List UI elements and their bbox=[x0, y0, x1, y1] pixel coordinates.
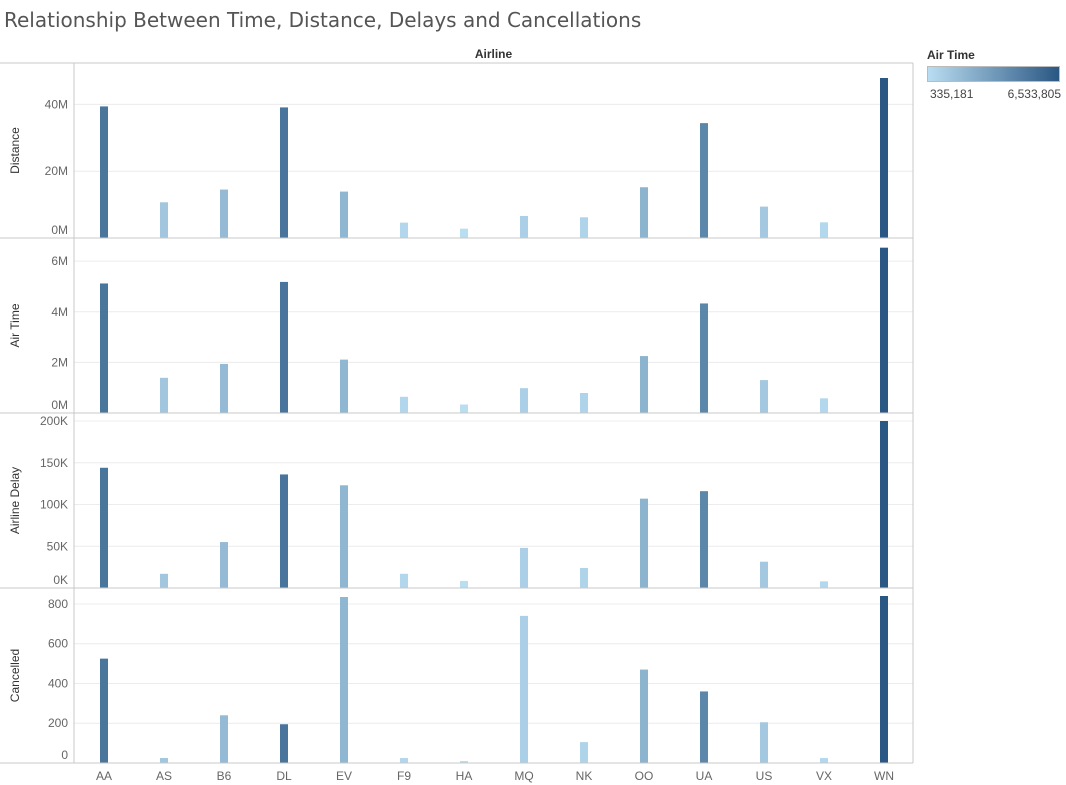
bar-f9 bbox=[400, 396, 408, 413]
x-tick-label: WN bbox=[874, 769, 894, 783]
bar-ha bbox=[460, 580, 468, 588]
bar-ev bbox=[340, 359, 348, 413]
bar-ha bbox=[460, 228, 468, 238]
bar-ua bbox=[700, 491, 708, 588]
bar-vx bbox=[820, 758, 828, 763]
y-tick-label: 0M bbox=[51, 398, 68, 412]
y-tick-label: 150K bbox=[40, 456, 68, 470]
bar-as bbox=[160, 202, 168, 238]
x-tick-label: AS bbox=[156, 769, 172, 783]
bar-dl bbox=[280, 474, 288, 588]
y-tick-label: 600 bbox=[48, 637, 68, 651]
bar-us bbox=[760, 561, 768, 588]
bar-f9 bbox=[400, 573, 408, 588]
bar-vx bbox=[820, 222, 828, 238]
bar-f9 bbox=[400, 222, 408, 238]
y-axis-title: Distance bbox=[8, 127, 22, 174]
bar-us bbox=[760, 722, 768, 763]
bar-b6 bbox=[220, 189, 228, 238]
bar-b6 bbox=[220, 542, 228, 588]
bar-oo bbox=[640, 498, 648, 588]
bar-ha bbox=[460, 761, 468, 763]
x-tick-label: US bbox=[756, 769, 773, 783]
y-tick-label: 0 bbox=[61, 748, 68, 762]
legend-max-label: 6,533,805 bbox=[1007, 87, 1061, 101]
bar-mq bbox=[520, 547, 528, 588]
bar-nk bbox=[580, 393, 588, 413]
legend-color-ramp bbox=[927, 66, 1060, 82]
bar-aa bbox=[100, 106, 108, 239]
y-axis-title: Air Time bbox=[8, 303, 22, 347]
x-tick-label: AA bbox=[96, 769, 112, 783]
bar-ev bbox=[340, 596, 348, 763]
bar-vx bbox=[820, 581, 828, 588]
bar-oo bbox=[640, 669, 648, 763]
bar-aa bbox=[100, 658, 108, 763]
color-legend: Air Time 335,181 6,533,805 bbox=[927, 48, 1063, 103]
y-tick-label: 0K bbox=[53, 573, 68, 587]
bar-b6 bbox=[220, 363, 228, 413]
y-tick-label: 200K bbox=[40, 414, 68, 428]
bar-ev bbox=[340, 191, 348, 238]
bar-vx bbox=[820, 398, 828, 413]
x-tick-label: HA bbox=[456, 769, 473, 783]
x-tick-label: MQ bbox=[514, 769, 533, 783]
bar-wn bbox=[880, 421, 888, 588]
y-tick-label: 2M bbox=[51, 355, 68, 369]
y-tick-label: 0M bbox=[51, 223, 68, 237]
legend-title: Air Time bbox=[927, 48, 975, 62]
y-tick-label: 200 bbox=[48, 716, 68, 730]
y-tick-label: 4M bbox=[51, 305, 68, 319]
bar-aa bbox=[100, 467, 108, 588]
y-tick-label: 40M bbox=[45, 97, 68, 111]
x-tick-label: VX bbox=[816, 769, 832, 783]
y-axis-title: Airline Delay bbox=[8, 467, 22, 534]
bar-mq bbox=[520, 388, 528, 413]
bar-nk bbox=[580, 217, 588, 238]
y-tick-label: 6M bbox=[51, 254, 68, 268]
bar-wn bbox=[880, 247, 888, 413]
bar-as bbox=[160, 377, 168, 413]
bar-ua bbox=[700, 303, 708, 413]
bar-dl bbox=[280, 281, 288, 413]
bar-oo bbox=[640, 187, 648, 238]
x-tick-label: NK bbox=[576, 769, 593, 783]
bar-ua bbox=[700, 123, 708, 238]
y-tick-label: 400 bbox=[48, 676, 68, 690]
bar-ha bbox=[460, 404, 468, 413]
bar-nk bbox=[580, 742, 588, 763]
x-tick-label: B6 bbox=[217, 769, 232, 783]
bar-wn bbox=[880, 78, 888, 238]
legend-min-label: 335,181 bbox=[930, 87, 974, 101]
bar-us bbox=[760, 380, 768, 413]
bar-us bbox=[760, 206, 768, 238]
y-tick-label: 50K bbox=[47, 539, 68, 553]
chart-title: Relationship Between Time, Distance, Del… bbox=[4, 8, 642, 32]
x-tick-label: DL bbox=[276, 769, 292, 783]
bar-dl bbox=[280, 724, 288, 763]
y-axis-title: Cancelled bbox=[8, 649, 22, 702]
bar-as bbox=[160, 758, 168, 763]
bar-as bbox=[160, 573, 168, 588]
y-tick-label: 20M bbox=[45, 164, 68, 178]
bar-oo bbox=[640, 356, 648, 413]
bar-ev bbox=[340, 485, 348, 588]
bar-wn bbox=[880, 596, 888, 763]
bar-aa bbox=[100, 283, 108, 413]
bar-nk bbox=[580, 567, 588, 588]
x-tick-label: OO bbox=[635, 769, 654, 783]
x-tick-label: EV bbox=[336, 769, 352, 783]
bar-ua bbox=[700, 691, 708, 763]
x-tick-label: UA bbox=[696, 769, 713, 783]
bar-b6 bbox=[220, 715, 228, 763]
column-header-label: Airline bbox=[475, 47, 513, 61]
x-tick-label: F9 bbox=[397, 769, 411, 783]
bar-mq bbox=[520, 615, 528, 763]
y-tick-label: 800 bbox=[48, 597, 68, 611]
bar-dl bbox=[280, 107, 288, 238]
bar-f9 bbox=[400, 758, 408, 763]
bar-mq bbox=[520, 215, 528, 238]
y-tick-label: 100K bbox=[40, 498, 68, 512]
